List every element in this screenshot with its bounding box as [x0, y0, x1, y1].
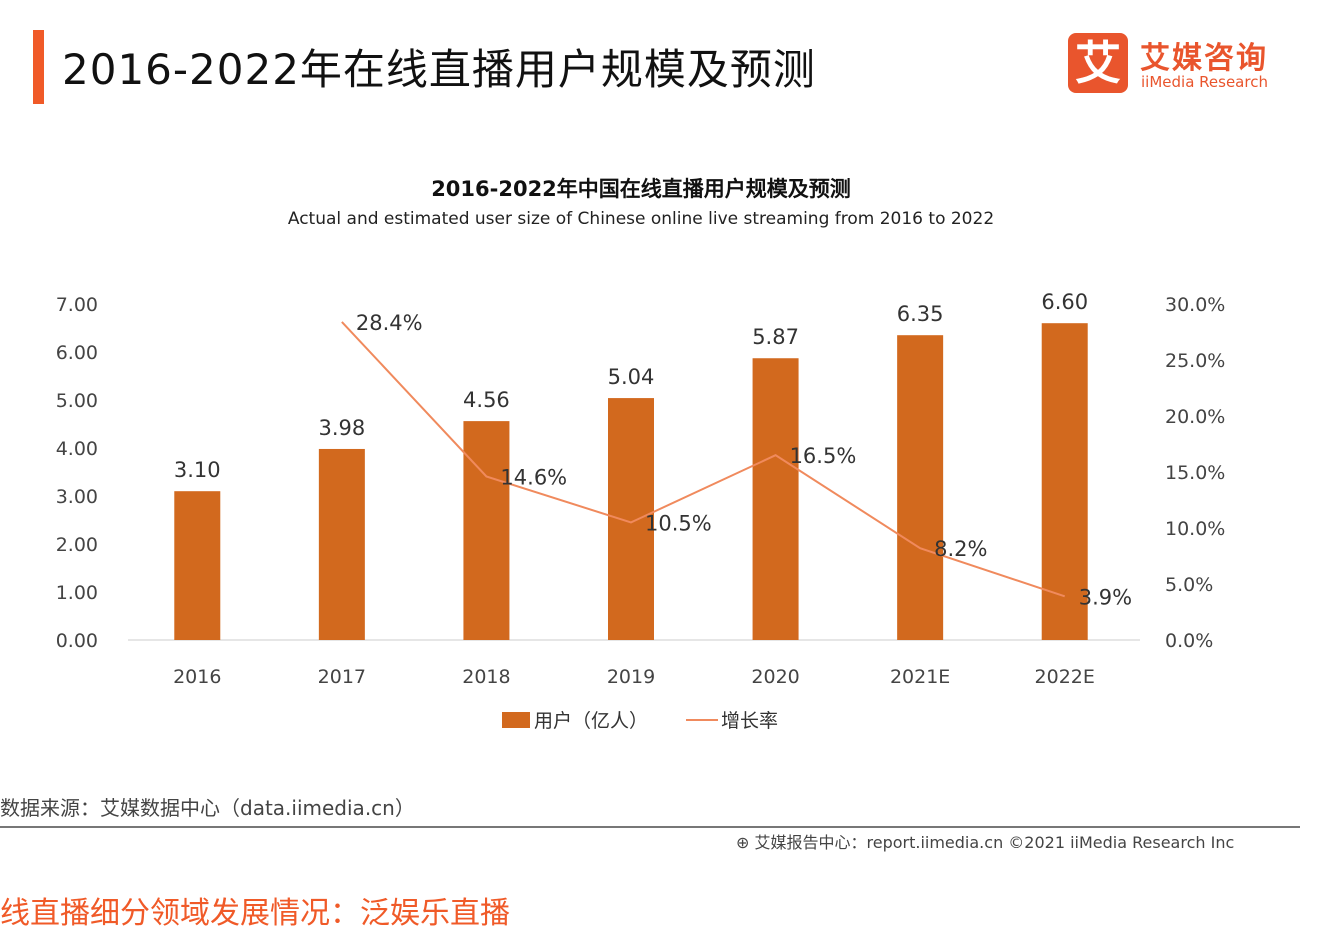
x-tick-label: 2020 [751, 666, 799, 688]
bar [752, 358, 799, 640]
left-tick-label: 7.00 [56, 294, 98, 316]
bar-value-label: 3.10 [174, 458, 221, 482]
data-source: 数据来源：艾媒数据中心（data.iimedia.cn） [0, 796, 415, 820]
footer: ⊕ 艾媒报告中心：report.iimedia.cn ©2021 iiMedia… [736, 833, 1235, 852]
line-value-label: 14.6% [500, 465, 567, 489]
chart-title: 2016-2022年中国在线直播用户规模及预测 [431, 177, 851, 201]
right-tick-label: 0.0% [1165, 630, 1213, 652]
bar-value-label: 5.04 [608, 365, 655, 389]
growth-line [341, 321, 1066, 598]
right-tick-label: 20.0% [1165, 406, 1225, 428]
x-tick-label: 2022E [1035, 666, 1095, 688]
bar-value-label: 5.87 [752, 325, 799, 349]
next-section-heading: 线直播细分领域发展情况：泛娱乐直播 [0, 896, 510, 931]
left-tick-label: 3.00 [56, 486, 98, 508]
left-tick-label: 0.00 [56, 630, 98, 652]
chart-subtitle: Actual and estimated user size of Chines… [288, 209, 994, 229]
logo-cn: 艾媒咨询 [1140, 41, 1268, 76]
title-accent-bar [33, 30, 44, 104]
left-tick-label: 6.00 [56, 342, 98, 364]
left-tick-label: 4.00 [56, 438, 98, 460]
bar [463, 421, 510, 640]
legend-line-label: 增长率 [721, 710, 778, 732]
bar [1041, 323, 1088, 640]
line-value-label: 10.5% [645, 511, 712, 535]
x-tick-label: 2017 [318, 666, 366, 688]
left-tick-label: 2.00 [56, 534, 98, 556]
logo-mark: 艾 [1068, 33, 1128, 93]
bar [318, 448, 365, 640]
bar [174, 491, 221, 640]
left-tick-label: 5.00 [56, 390, 98, 412]
legend-bar-swatch [502, 712, 530, 728]
bar [897, 335, 944, 640]
chart: 2016-2022年中国在线直播用户规模及预测 Actual and estima… [56, 177, 1226, 732]
page-title: 2016-2022年在线直播用户规模及预测 [62, 45, 816, 94]
bar [608, 398, 654, 640]
left-tick-label: 1.00 [56, 582, 98, 604]
right-tick-label: 25.0% [1165, 350, 1225, 372]
footer-text: 艾媒报告中心：report.iimedia.cn ©2021 iiMedia R… [754, 833, 1235, 852]
line-value-label: 8.2% [934, 537, 987, 561]
right-tick-label: 30.0% [1165, 294, 1225, 316]
x-tick-label: 2019 [607, 666, 655, 688]
right-tick-label: 15.0% [1165, 462, 1225, 484]
bar-value-label: 3.98 [318, 416, 365, 440]
logo-en: iiMedia Research [1141, 73, 1268, 91]
line-value-label: 3.9% [1079, 585, 1132, 609]
bar-value-label: 6.60 [1041, 290, 1088, 314]
bar-value-label: 4.56 [463, 388, 510, 412]
x-tick-label: 2018 [462, 666, 510, 688]
right-tick-label: 5.0% [1165, 574, 1213, 596]
x-tick-label: 2016 [173, 666, 221, 688]
line-value-label: 16.5% [790, 444, 857, 468]
divider [0, 826, 1300, 828]
bar-value-label: 6.35 [897, 302, 944, 326]
right-tick-label: 10.0% [1165, 518, 1225, 540]
x-tick-label: 2021E [890, 666, 950, 688]
legend-bar-label: 用户（亿人） [534, 710, 648, 732]
line-value-label: 28.4% [356, 311, 423, 335]
iimedia-logo: 艾 艾媒咨询 iiMedia Research [1068, 33, 1328, 97]
